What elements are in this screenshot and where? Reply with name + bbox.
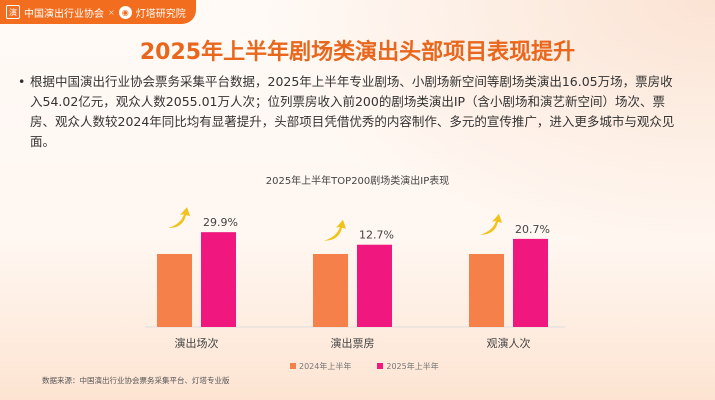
- category-label: 观演人次: [487, 336, 531, 350]
- lighthouse-logo-icon: ◉: [118, 5, 132, 19]
- bar-2024: [469, 254, 504, 327]
- org-name: 中国演出行业协会: [24, 8, 104, 20]
- legend-item-2024: 2024年上半年: [290, 361, 351, 372]
- growth-label: 29.9%: [203, 216, 238, 229]
- arrow-up-curved-icon: [480, 213, 502, 235]
- category-label: 演出票房: [331, 336, 375, 350]
- chart-legend: 2024年上半年 2025年上半年: [290, 361, 439, 372]
- header-logo-bar: 演 中国演出行业协会 × ◉ 灯塔研究院: [0, 0, 196, 24]
- data-source: 数据来源：中国演出行业协会票务采集平台、灯塔专业版: [42, 376, 230, 385]
- growth-label: 12.7%: [359, 229, 394, 242]
- legend-swatch: [290, 363, 296, 369]
- bar-2025: [357, 244, 392, 327]
- bar-2024: [157, 254, 192, 327]
- growth-label: 20.7%: [515, 223, 550, 236]
- bar-2024: [313, 254, 348, 327]
- page-title: 2025年上半年剧场类演出头部项目表现提升: [139, 40, 576, 65]
- legend-swatch: [377, 363, 384, 369]
- separator: ×: [108, 7, 115, 17]
- arrow-up-curved-icon: [324, 219, 346, 241]
- association-logo-icon: 演: [6, 5, 20, 19]
- partner-name: 灯塔研究院: [135, 8, 186, 20]
- legend-label: 2025年上半年: [386, 362, 439, 371]
- chart-title: 2025年上半年TOP200剧场类演出IP表现: [265, 176, 450, 187]
- bar-2025: [513, 238, 548, 327]
- bar-2025: [201, 232, 236, 327]
- bullet: •: [18, 74, 26, 89]
- category-label: 演出场次: [175, 336, 219, 350]
- body-paragraph: • 根据中国演出行业协会票务采集平台数据，2025年上半年专业剧场、小剧场新空间…: [18, 72, 685, 152]
- legend-label: 2024年上半年: [299, 362, 352, 371]
- body-text: 根据中国演出行业协会票务采集平台数据，2025年上半年专业剧场、小剧场新空间等剧…: [30, 74, 675, 149]
- arrow-up-curved-icon: [168, 207, 190, 229]
- legend-item-2025: 2025年上半年: [377, 361, 439, 372]
